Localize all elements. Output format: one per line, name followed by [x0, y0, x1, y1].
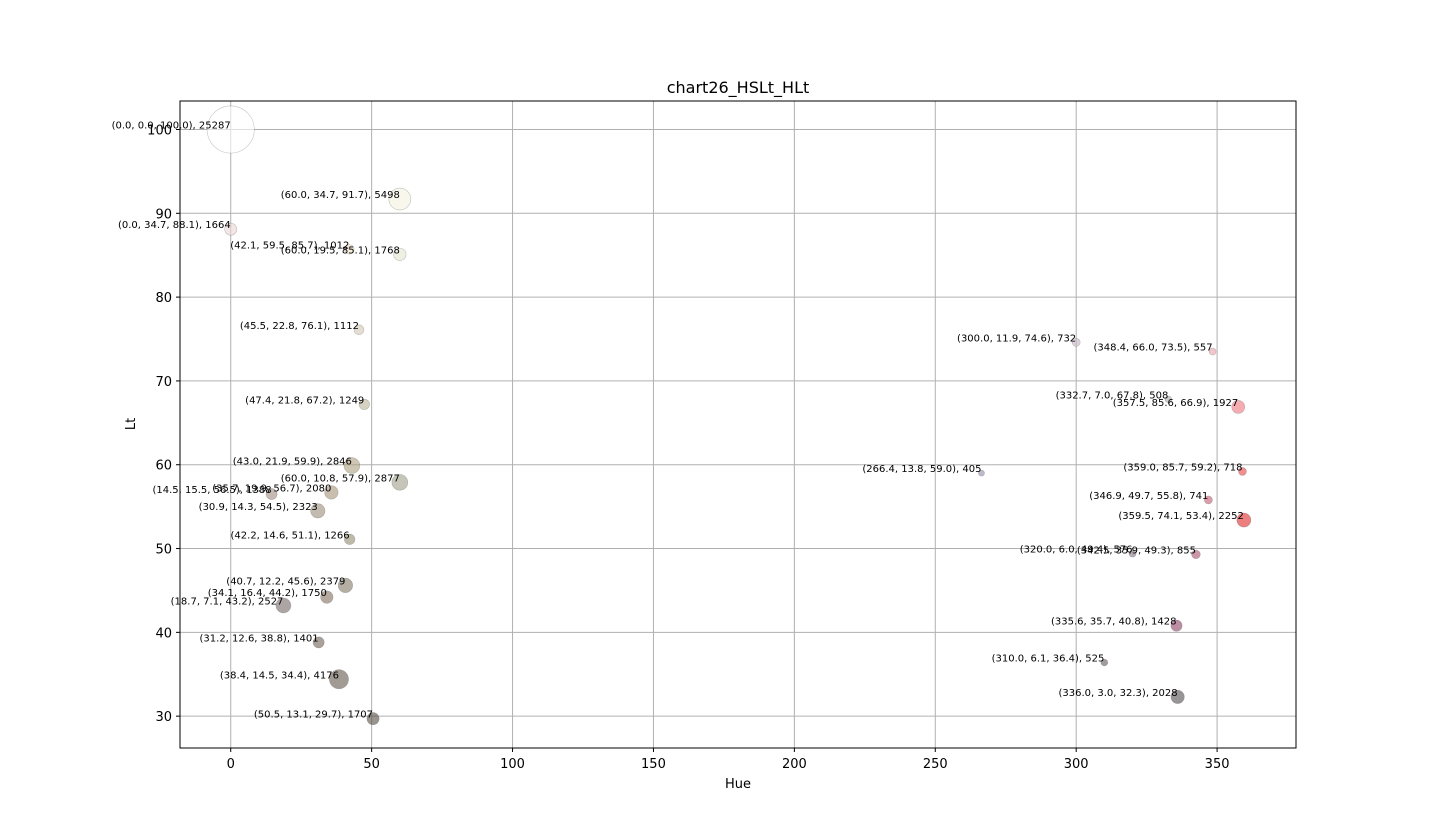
data-label: (332.7, 7.0, 67.8), 508 — [1056, 390, 1169, 401]
data-label: (320.0, 6.0, 49.4), 576 — [1020, 545, 1133, 556]
data-label: (30.9, 14.3, 54.5), 2323 — [199, 502, 318, 513]
data-label: (42.2, 14.6, 51.1), 1266 — [231, 530, 350, 541]
data-point — [978, 469, 985, 477]
data-point — [329, 669, 349, 690]
data-point — [1204, 495, 1213, 505]
x-tick-label: 350 — [1205, 757, 1230, 772]
x-tick-label: 150 — [641, 757, 666, 772]
data-point — [343, 457, 361, 474]
data-point — [324, 485, 339, 500]
data-point — [206, 105, 255, 154]
x-axis-label: Hue — [725, 777, 751, 792]
data-point — [358, 398, 370, 410]
data-point — [391, 474, 409, 491]
y-tick-label: 90 — [155, 207, 172, 222]
data-point — [337, 577, 353, 593]
data-label: (300.0, 11.9, 74.6), 732 — [957, 333, 1076, 344]
data-points — [206, 105, 1252, 726]
data-point — [265, 488, 278, 500]
data-point — [344, 244, 355, 255]
data-label: (336.0, 3.0, 32.3), 2028 — [1059, 688, 1178, 699]
data-point — [1164, 395, 1172, 403]
plot-frame — [179, 100, 1297, 749]
data-label: (43.0, 21.9, 59.9), 2846 — [233, 457, 352, 468]
data-point — [1071, 338, 1081, 347]
data-label: (359.5, 74.1, 53.4), 2252 — [1118, 511, 1243, 522]
data-label: (357.5, 85.6, 66.9), 1927 — [1113, 398, 1238, 409]
y-axis-label: Lt — [124, 418, 139, 430]
data-label: (359.0, 85.7, 59.2), 718 — [1123, 462, 1242, 473]
data-labels: (0.0, 0.0, 100.0), 25287 (60.0, 34.7, 91.… — [112, 120, 1244, 720]
data-point — [1128, 549, 1137, 558]
axis-ticks: 0 50 100 150 200 250 300 350 30 40 50 60 70 80 90 100 — [147, 123, 1229, 772]
data-point — [1236, 512, 1252, 528]
data-label: (0.0, 0.0, 100.0), 25287 — [112, 120, 231, 131]
data-label: (34.1, 16.4, 44.2), 1750 — [208, 588, 327, 599]
y-tick-label: 70 — [155, 375, 172, 390]
y-tick-label: 50 — [155, 543, 172, 558]
data-label: (335.6, 35.7, 40.8), 1428 — [1051, 617, 1176, 628]
data-point — [1231, 400, 1246, 414]
data-point — [388, 187, 412, 211]
data-point — [1208, 347, 1217, 356]
data-label: (14.5, 15.5, 56.5), 1388 — [152, 485, 271, 496]
data-label: (60.0, 19.5, 85.1), 1768 — [281, 245, 400, 256]
data-label: (31.2, 12.6, 38.8), 1401 — [200, 633, 319, 644]
data-label: (50.5, 13.1, 29.7), 1707 — [254, 710, 373, 721]
data-label: (0.0, 34.7, 88.1), 1664 — [118, 220, 231, 231]
data-label: (42.1, 59.5, 85.7), 1012 — [230, 240, 349, 251]
data-label: (47.4, 21.8, 67.2), 1249 — [245, 395, 364, 406]
x-tick-label: 0 — [227, 757, 235, 772]
data-label: (40.7, 12.2, 45.6), 2379 — [226, 576, 345, 587]
x-tick-label: 50 — [363, 757, 380, 772]
data-point — [366, 712, 380, 726]
data-label: (310.0, 6.1, 36.4), 525 — [992, 654, 1105, 665]
data-label: (35.7, 19.9, 56.7), 2080 — [212, 483, 331, 494]
y-tick-label: 60 — [155, 459, 172, 474]
data-label: (60.0, 10.8, 57.9), 2877 — [281, 473, 400, 484]
x-tick-label: 100 — [500, 757, 525, 772]
data-point — [393, 247, 407, 261]
data-point — [1238, 467, 1247, 476]
y-tick-label: 80 — [155, 291, 172, 306]
data-point — [275, 597, 292, 614]
chart-title: chart26_HSLt_HLt — [667, 78, 810, 98]
data-point — [224, 222, 238, 236]
data-point — [1100, 658, 1109, 667]
data-point — [344, 533, 356, 545]
data-label: (266.4, 13.8, 59.0), 405 — [862, 464, 981, 475]
data-label: (346.9, 49.7, 55.8), 741 — [1089, 491, 1208, 502]
grid-lines — [180, 101, 1296, 748]
x-tick-label: 250 — [923, 757, 948, 772]
y-tick-label: 100 — [147, 123, 172, 138]
data-point — [320, 590, 334, 604]
y-tick-label: 30 — [155, 710, 172, 725]
data-point — [1191, 549, 1201, 560]
data-point — [1170, 689, 1185, 704]
data-point — [1170, 619, 1183, 632]
y-tick-label: 40 — [155, 626, 172, 641]
data-point — [310, 503, 326, 519]
data-label: (38.4, 14.5, 34.4), 4176 — [220, 670, 339, 681]
x-tick-label: 200 — [782, 757, 807, 772]
data-label: (18.7, 7.1, 43.2), 2527 — [171, 597, 284, 608]
data-point — [353, 324, 365, 336]
data-point — [312, 636, 325, 649]
data-label: (60.0, 34.7, 91.7), 5498 — [281, 190, 400, 201]
data-label: (348.4, 66.0, 73.5), 557 — [1093, 343, 1212, 354]
x-tick-label: 300 — [1064, 757, 1089, 772]
data-label: (45.5, 22.8, 76.1), 1112 — [240, 321, 359, 332]
data-label: (342.5, 35.9, 49.3), 855 — [1077, 545, 1196, 556]
